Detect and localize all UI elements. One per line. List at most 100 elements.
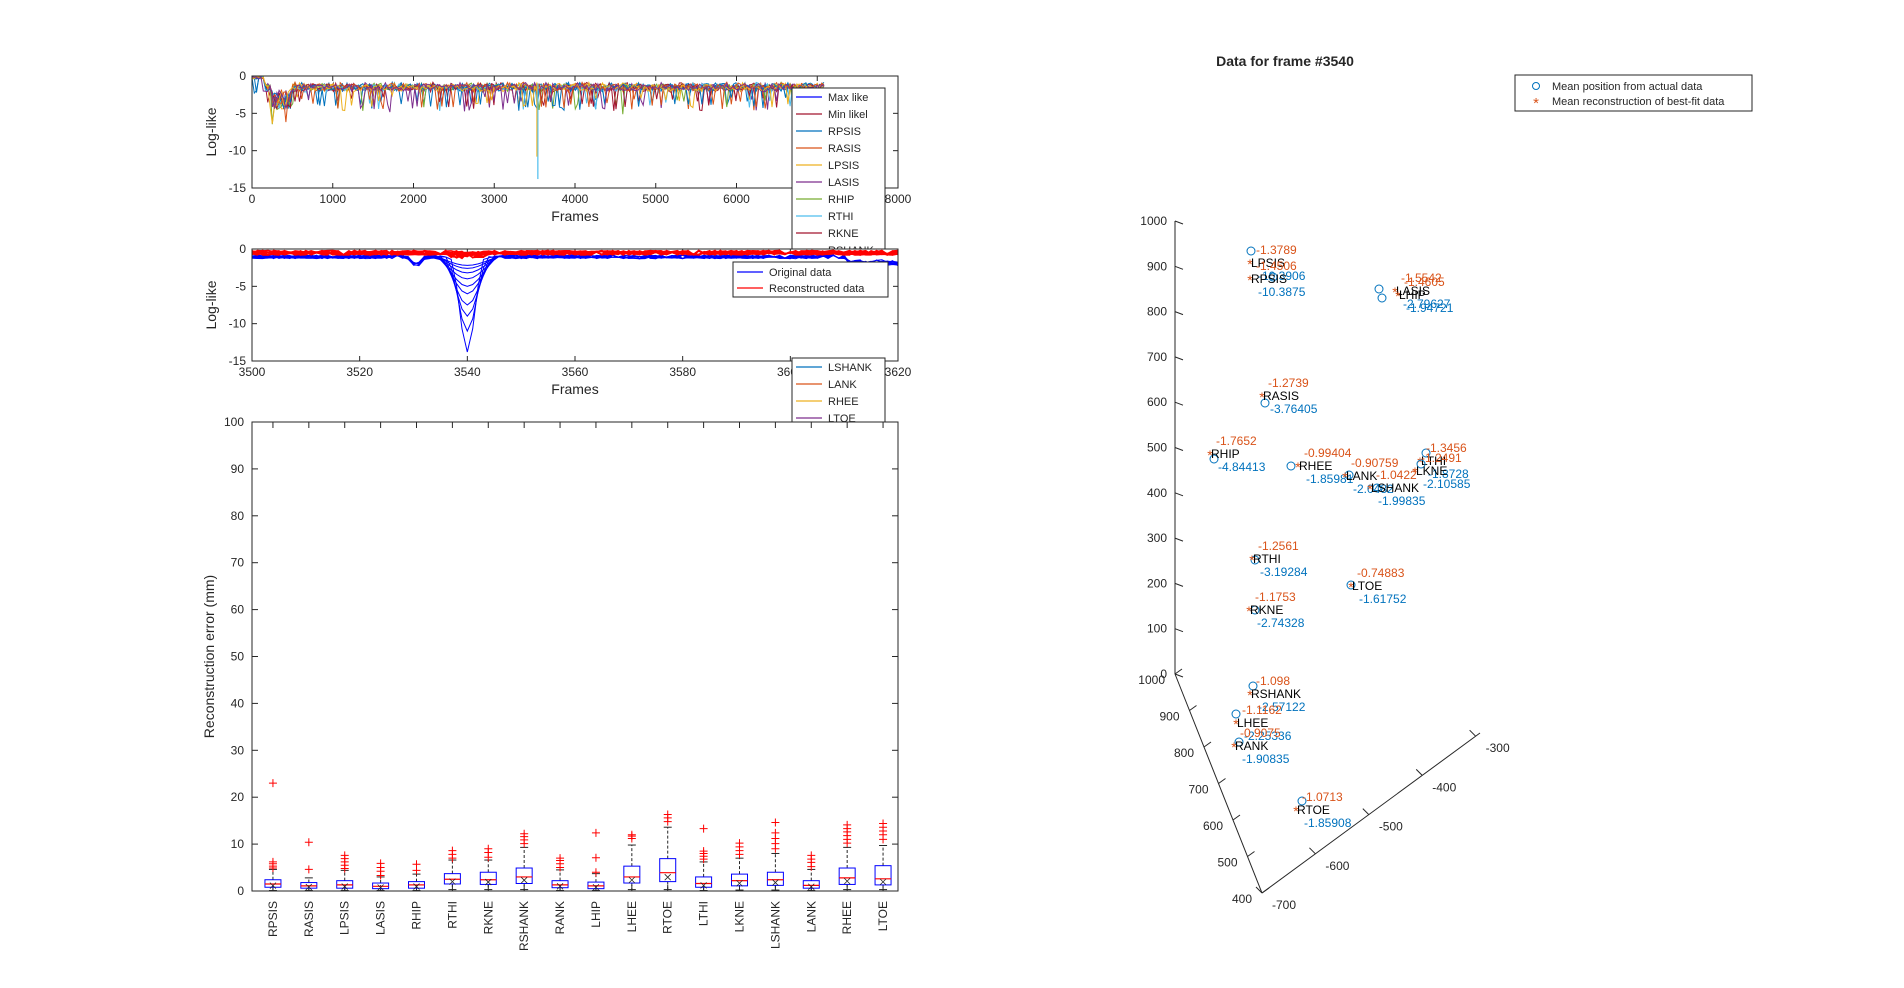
- legend-label: Min likel: [828, 109, 868, 121]
- y-tick-label: -500: [1379, 820, 1403, 834]
- box: [695, 876, 713, 888]
- legend-label: Max like: [828, 92, 868, 104]
- actual-loglike-label: -2.79627: [1403, 297, 1451, 311]
- legend-label: RHIP: [828, 194, 854, 206]
- axes-box: [251, 421, 899, 892]
- outlier-marker: [304, 865, 313, 874]
- legend-box: [791, 87, 886, 251]
- original-data-line: [252, 254, 898, 266]
- x-tick-label: 900: [1159, 710, 1179, 724]
- z-tick-label: 100: [1147, 622, 1167, 636]
- marker-name-label: RPSIS: [1251, 272, 1287, 286]
- x-tick-label: 8000: [885, 192, 912, 206]
- box: [874, 865, 892, 886]
- outlier-marker: [484, 844, 493, 853]
- marker-name-label: RASIS: [1263, 389, 1299, 403]
- category-label: RANK: [553, 901, 567, 934]
- mean-marker: [520, 876, 528, 884]
- reconstruction-loglike-label: -1.4506: [1256, 259, 1297, 273]
- category-label: LKNE: [733, 901, 747, 932]
- z-tick: [1174, 311, 1184, 316]
- legend-label: LANK: [828, 379, 857, 391]
- x-tick: [1232, 814, 1241, 821]
- actual-loglike-label: -10.3875: [1258, 285, 1306, 299]
- reconstruction-marker: *: [1259, 389, 1265, 405]
- mean-marker: [484, 878, 492, 886]
- mean-marker: [628, 876, 636, 884]
- reconstruction-loglike-label: -0.74883: [1357, 566, 1405, 580]
- y-axis-label: Reconstruction error (mm): [201, 575, 217, 738]
- reconstruction-loglike-label: -1.3789: [1256, 243, 1297, 257]
- x-tick-label: 4000: [562, 192, 589, 206]
- y-tick-label: 0: [239, 242, 246, 256]
- z-tick: [1174, 401, 1184, 406]
- outlier-marker: [556, 854, 565, 863]
- reconstruction-loglike-label: -1.2739: [1268, 376, 1309, 390]
- x-tick: [1218, 778, 1226, 784]
- legend-label: LSHANK: [828, 362, 873, 374]
- y-tick-label: 50: [231, 650, 245, 664]
- x-tick-label: 3520: [346, 365, 373, 379]
- legend-label: LPSIS: [828, 160, 859, 172]
- marker-name-label: RTOE: [1297, 803, 1330, 817]
- z-tick: [1174, 582, 1184, 587]
- reconstruction-loglike-label: -1.1162: [1242, 703, 1282, 717]
- category-label: RSHANK: [517, 901, 531, 951]
- y-tick: [1362, 808, 1370, 815]
- marker-name-label: RSHANK: [1251, 687, 1301, 701]
- marker-name-label: RTHI: [1253, 552, 1281, 566]
- x-tick: [1189, 705, 1197, 711]
- marker-name-label: RKNE: [1250, 603, 1283, 617]
- category-label: RKNE: [481, 901, 495, 934]
- z-tick: [1174, 220, 1184, 225]
- x-tick-label: 400: [1232, 892, 1252, 906]
- y-tick-label: 0: [237, 884, 244, 898]
- outlier-marker: [699, 847, 708, 856]
- marker-name-label: LTOE: [1352, 579, 1382, 593]
- outlier-marker: [591, 868, 600, 877]
- mean-marker: [807, 883, 815, 891]
- legend-label: Reconstructed data: [769, 283, 865, 295]
- legend-label: LASIS: [828, 177, 859, 189]
- actual-loglike-label: -2.10585: [1423, 477, 1471, 491]
- plot-area: [252, 76, 898, 188]
- legend-box-continued: [791, 357, 886, 425]
- y-tick-label: -300: [1486, 741, 1510, 755]
- actual-loglike-label: -3.19284: [1260, 565, 1308, 579]
- reconstruction-marker: *: [1348, 579, 1354, 595]
- mean-marker: [377, 884, 384, 891]
- outlier-marker: [376, 859, 385, 868]
- y-axis-label: Log-like: [203, 280, 219, 329]
- outlier-marker: [304, 838, 313, 847]
- legend-label: RTHI: [828, 211, 853, 223]
- x-tick-label: 1000: [319, 192, 346, 206]
- actual-marker: [1297, 796, 1307, 806]
- y-tick-label: 100: [224, 415, 244, 429]
- x-tick-label: 3540: [454, 365, 481, 379]
- reconstruction-loglike-label: -0.9075: [1240, 726, 1281, 740]
- actual-marker: [1250, 605, 1260, 615]
- outlier-marker: [735, 839, 744, 848]
- z-tick-label: 0: [1160, 667, 1167, 681]
- marker-name-label: RANK: [1235, 739, 1268, 753]
- y-tick-label: -15: [229, 181, 247, 195]
- z-tick-label: 200: [1147, 576, 1167, 590]
- z-tick-label: 400: [1147, 486, 1167, 500]
- box: [623, 865, 641, 884]
- marker-name-label: LSHANK: [1371, 481, 1419, 495]
- legend-label: RPSIS: [828, 126, 861, 138]
- legend-label: RHEE: [828, 396, 859, 408]
- category-label: LANK: [804, 901, 818, 932]
- outlier-marker: [520, 829, 529, 838]
- reconstruction-marker: *: [1342, 469, 1348, 485]
- y-tick-label: 60: [231, 603, 245, 617]
- mean-marker: [449, 878, 456, 885]
- box: [838, 867, 856, 885]
- reconstruction-marker: *: [1207, 447, 1213, 463]
- x-tick-label: 700: [1188, 783, 1208, 797]
